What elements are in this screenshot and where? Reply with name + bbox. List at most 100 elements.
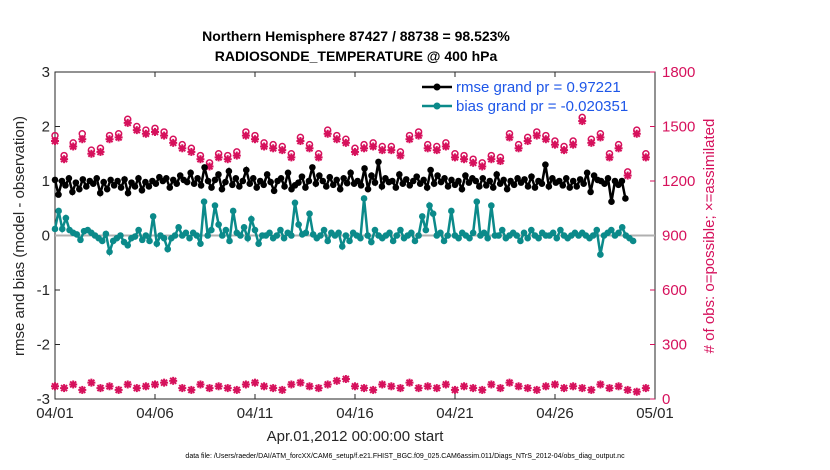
star-stroke (396, 384, 405, 392)
low-count-marker (478, 385, 487, 394)
rmse-point (208, 184, 215, 191)
rmse-point (76, 185, 83, 193)
bias-point (117, 232, 124, 239)
rmse-point (316, 172, 323, 179)
rmse-point (333, 176, 341, 184)
bias-point (55, 207, 62, 215)
rmse-point (260, 181, 267, 189)
bias-point (73, 231, 81, 238)
assimilated-marker (269, 144, 278, 153)
star-stroke (69, 380, 77, 389)
rmse-point (135, 174, 142, 182)
low-count-marker (414, 384, 423, 393)
bias-point (415, 232, 422, 239)
star-stroke (423, 144, 432, 153)
star-stroke (251, 135, 259, 143)
rmse-point (562, 174, 570, 182)
low-count-marker (523, 384, 532, 393)
assimilated-marker (314, 153, 323, 162)
rmse-point (427, 166, 434, 174)
bias-point (58, 225, 66, 233)
bias-point (549, 229, 557, 237)
low-count-marker (578, 384, 587, 393)
bias-point (237, 232, 244, 239)
star-stroke (523, 384, 532, 392)
bias-point (200, 198, 208, 206)
assimilated-marker (150, 127, 159, 136)
rmse-point (326, 173, 334, 181)
rmse-point (194, 174, 201, 182)
low-count-marker (323, 380, 332, 389)
star-stroke (169, 377, 177, 385)
assimilated-marker (169, 138, 178, 147)
star-stroke (442, 142, 450, 151)
rmse-point (218, 185, 226, 193)
bias-point (255, 240, 262, 247)
bias-point (397, 226, 404, 234)
star-stroke (105, 382, 114, 390)
bias-point (288, 232, 295, 239)
rmse-point (284, 169, 292, 177)
star-stroke (569, 140, 577, 149)
star-stroke (614, 382, 623, 390)
rmse-point (448, 176, 455, 184)
bias-point (618, 224, 626, 231)
assimilated-marker (369, 142, 378, 151)
assimilated-marker (414, 131, 423, 140)
bias-point (51, 225, 59, 233)
low-count-marker (232, 385, 241, 394)
bias-point (175, 224, 182, 231)
assimilated-marker (296, 137, 305, 146)
y-axis-label: rmse and bias (model - observation) (11, 116, 28, 356)
star-stroke (560, 384, 568, 392)
rmse-point (131, 183, 139, 190)
star-stroke (633, 130, 641, 138)
star-stroke (214, 382, 223, 390)
star-stroke (587, 386, 596, 394)
bias-point (273, 232, 281, 239)
x-tick-label: 05/01 (636, 405, 674, 422)
x-tick-label: 04/26 (536, 405, 574, 422)
star-stroke (360, 384, 368, 392)
bias-point (106, 248, 113, 256)
star-stroke (242, 380, 250, 389)
bias-point (211, 202, 219, 209)
rmse-point (573, 183, 580, 190)
low-count-marker (332, 376, 341, 385)
star-stroke (487, 380, 496, 389)
rmse-point (309, 164, 316, 171)
low-count-marker (614, 382, 623, 391)
star-stroke (133, 126, 141, 134)
bias-point (444, 232, 451, 239)
rmse-point (103, 185, 111, 193)
assimilated-marker (596, 133, 605, 142)
bias-point (222, 226, 230, 234)
star-stroke (105, 135, 114, 143)
bias-point (77, 236, 84, 244)
assimilated-marker (523, 137, 532, 146)
low-count-marker (550, 380, 559, 389)
x-tick-label: 04/21 (436, 405, 474, 422)
rmse-point (608, 198, 615, 206)
rmse-point (55, 191, 62, 198)
assimilated-marker (323, 129, 332, 138)
rmse-point (489, 184, 497, 191)
star-stroke (60, 155, 68, 163)
rmse-point (378, 183, 386, 190)
star-stroke (124, 119, 132, 127)
star-stroke (387, 382, 396, 390)
star-stroke (478, 386, 486, 394)
bias-point (146, 237, 153, 245)
star-stroke (569, 382, 577, 390)
x-axis-label: Apr.01,2012 00:00:00 start (267, 428, 445, 445)
bias-point (528, 226, 535, 234)
rmse-series (51, 158, 629, 206)
bias-point (553, 234, 561, 242)
rmse-point (121, 176, 128, 183)
low-count-marker (641, 384, 650, 393)
star-stroke (151, 380, 159, 389)
star-stroke (242, 131, 250, 140)
bias-point (455, 234, 462, 242)
bias-point (426, 202, 433, 209)
bias-point (320, 226, 328, 234)
